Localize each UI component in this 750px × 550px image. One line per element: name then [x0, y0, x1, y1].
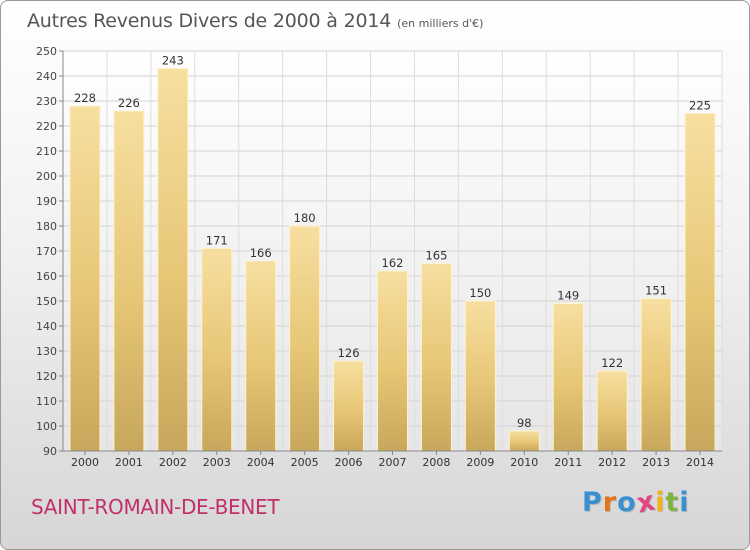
bar-value-label: 165	[425, 249, 447, 263]
bar-value-label: 228	[74, 91, 96, 105]
bar	[684, 113, 716, 452]
y-tick-label: 230	[36, 95, 57, 108]
x-tick-label: 2000	[71, 456, 99, 469]
logo-letter: P	[582, 487, 603, 518]
y-tick-label: 210	[36, 145, 57, 158]
bar	[157, 68, 189, 452]
bar	[113, 110, 145, 452]
y-tick-label: 200	[36, 170, 57, 183]
logo-letter: i	[679, 487, 690, 518]
y-tick-label: 220	[36, 120, 57, 133]
chart-title: Autres Revenus Divers de 2000 à 2014	[27, 10, 392, 32]
labels-layer: 228 226 243 171 166 180 126 162 165 150 98 149 122 15…	[74, 54, 711, 431]
x-tick-label: 2007	[379, 456, 407, 469]
y-tick-label: 90	[43, 445, 57, 458]
bar	[377, 270, 408, 452]
bar	[640, 298, 672, 452]
bar-value-label: 162	[382, 256, 404, 270]
y-tick-label: 150	[36, 295, 57, 308]
bar	[333, 360, 365, 452]
bar-value-label: 149	[557, 289, 579, 303]
x-tick-label: 2011	[554, 456, 582, 469]
bar	[245, 260, 277, 452]
x-tick-label: 2009	[466, 456, 494, 469]
x-tick-label: 2008	[422, 456, 450, 469]
x-tick-label: 2005	[291, 456, 319, 469]
logo-letter: o	[617, 487, 637, 518]
bar-value-label: 126	[338, 346, 360, 360]
bar-value-label: 122	[601, 356, 623, 370]
y-tick-label: 160	[36, 270, 57, 283]
x-tick-label: 2003	[203, 456, 231, 469]
y-tick-label: 170	[36, 245, 57, 258]
bar-value-label: 98	[517, 416, 532, 430]
chart-subtitle: (en milliers d'€)	[397, 17, 484, 30]
bar	[289, 225, 321, 452]
y-tick-label: 180	[36, 220, 57, 233]
y-tick-label: 140	[36, 320, 57, 333]
y-tick-label: 240	[36, 70, 57, 83]
axis-layer: 90 100 110 120 130 140 150 160 170 180 190 200 210 22…	[36, 45, 722, 469]
bar-value-label: 180	[294, 211, 316, 225]
bar	[69, 105, 101, 452]
bar	[464, 300, 496, 452]
bar-value-label: 226	[118, 96, 140, 110]
y-tick-label: 110	[36, 395, 57, 408]
x-tick-label: 2013	[642, 456, 670, 469]
y-tick-label: 130	[36, 345, 57, 358]
bar	[596, 370, 628, 452]
bar-value-label: 150	[469, 286, 491, 300]
y-tick-label: 250	[36, 45, 57, 58]
proxiti-logo[interactable]: Proxiti	[582, 485, 690, 519]
town-name: SAINT-ROMAIN-DE-BENET	[31, 495, 280, 519]
y-tick-label: 120	[36, 370, 57, 383]
x-tick-label: 2010	[510, 456, 538, 469]
logo-letter: i	[655, 487, 666, 518]
bar-value-label: 225	[689, 99, 711, 113]
bar	[552, 303, 584, 452]
logo-letter: t	[665, 487, 680, 518]
bars-layer	[69, 68, 716, 452]
x-tick-label: 2006	[335, 456, 363, 469]
bar-value-label: 151	[645, 284, 667, 298]
bar	[201, 248, 233, 452]
bar-value-label: 243	[162, 54, 184, 68]
bar	[420, 263, 452, 452]
x-tick-label: 2014	[686, 456, 714, 469]
title-row: Autres Revenus Divers de 2000 à 2014 (en …	[27, 10, 483, 32]
bar-value-label: 171	[206, 234, 228, 248]
y-tick-label: 190	[36, 195, 57, 208]
x-tick-label: 2001	[115, 456, 143, 469]
bar	[508, 430, 540, 452]
logo-letter: r	[602, 487, 618, 518]
x-tick-label: 2002	[159, 456, 187, 469]
x-tick-label: 2012	[598, 456, 626, 469]
bar-value-label: 166	[250, 246, 272, 260]
x-tick-label: 2004	[247, 456, 275, 469]
y-tick-label: 100	[36, 420, 57, 433]
